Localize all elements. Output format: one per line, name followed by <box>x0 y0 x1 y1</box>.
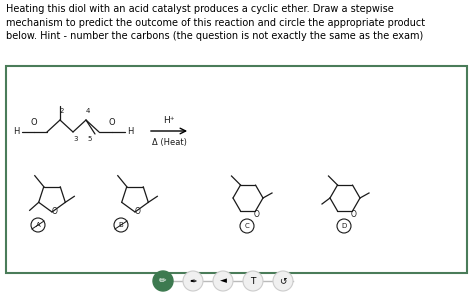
Text: O: O <box>254 210 259 220</box>
Circle shape <box>273 271 293 291</box>
Text: O: O <box>52 207 58 217</box>
Text: T: T <box>250 277 255 285</box>
Text: H: H <box>14 128 20 136</box>
Bar <box>6 66 467 273</box>
Text: 5: 5 <box>88 136 92 142</box>
Text: C: C <box>245 223 249 229</box>
Text: ✒: ✒ <box>189 277 197 285</box>
Text: B: B <box>118 222 123 228</box>
Text: O: O <box>31 118 37 127</box>
Text: H: H <box>127 128 133 136</box>
Text: Heating this diol with an acid catalyst produces a cyclic ether. Draw a stepwise: Heating this diol with an acid catalyst … <box>6 4 425 41</box>
Circle shape <box>243 271 263 291</box>
Text: 3: 3 <box>74 136 78 142</box>
Text: 2: 2 <box>60 108 64 114</box>
Text: ✏: ✏ <box>159 277 167 285</box>
Text: D: D <box>341 223 346 229</box>
Text: 4: 4 <box>86 108 90 114</box>
Text: H⁺: H⁺ <box>163 116 175 125</box>
Text: Δ (Heat): Δ (Heat) <box>152 138 186 147</box>
Text: ↺: ↺ <box>279 277 287 285</box>
Text: O: O <box>109 118 115 127</box>
Circle shape <box>213 271 233 291</box>
Circle shape <box>183 271 203 291</box>
Text: O: O <box>135 207 141 217</box>
Text: ◄: ◄ <box>219 277 227 285</box>
Circle shape <box>153 271 173 291</box>
Text: A: A <box>36 222 40 228</box>
Text: O: O <box>351 210 356 220</box>
